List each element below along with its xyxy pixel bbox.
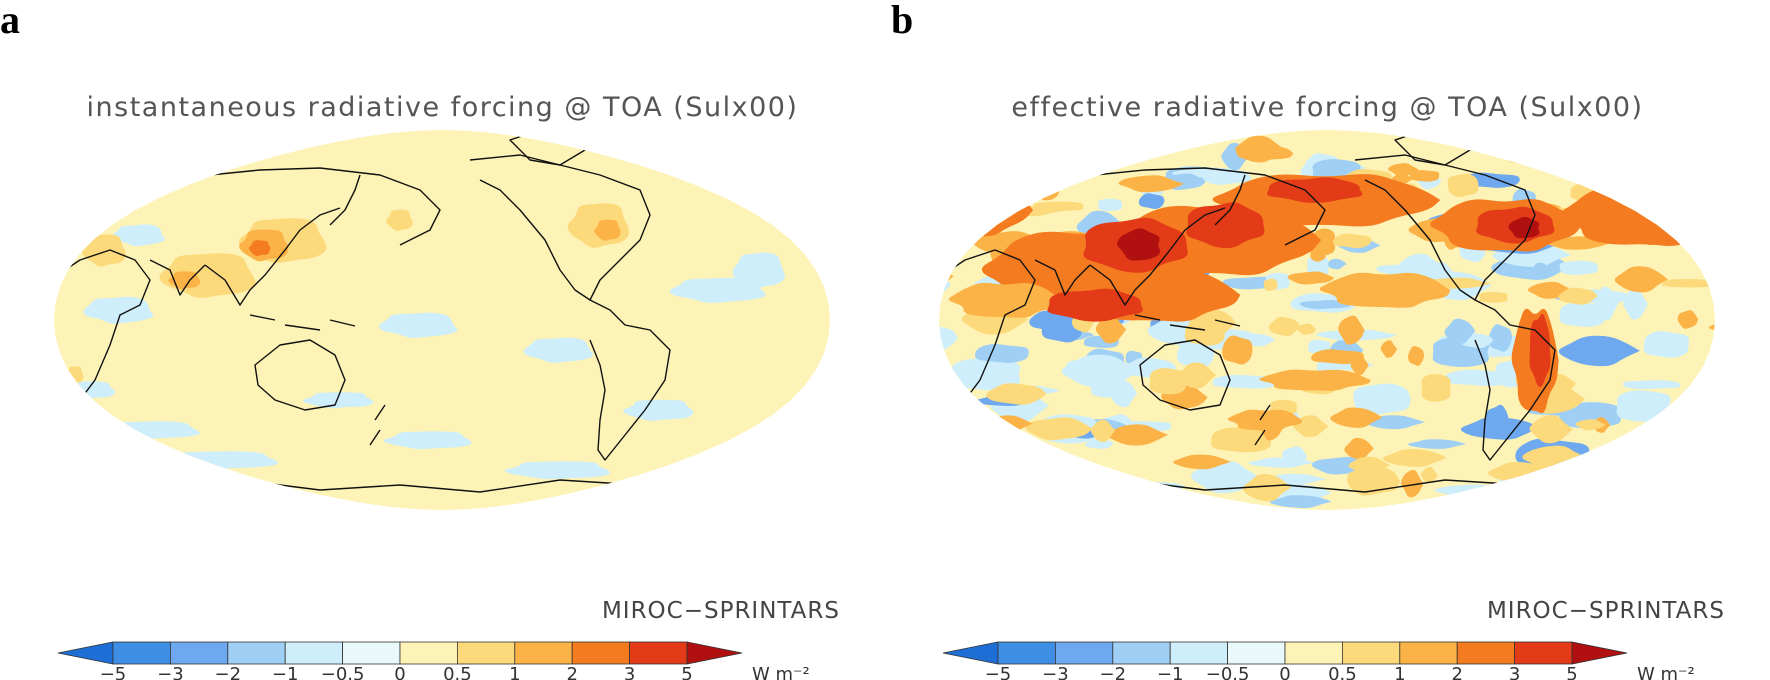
map-title: effective radiative forcing @ TOA (Sulx0… bbox=[1011, 92, 1644, 123]
colorbar-tick-label: 5 bbox=[1566, 664, 1577, 680]
colorbar-tick-label: 3 bbox=[624, 664, 635, 680]
map-field bbox=[939, 130, 1715, 510]
colorbar-extend-low bbox=[57, 641, 114, 665]
colorbar-tick-label: 2 bbox=[1451, 664, 1462, 680]
colorbar-bin bbox=[1284, 641, 1343, 665]
colorbar-bin bbox=[997, 641, 1056, 665]
colorbar-tick-label: −1 bbox=[272, 664, 299, 680]
colorbar-tick-label: 1 bbox=[509, 664, 520, 680]
colorbar-tick-label: −0.5 bbox=[1206, 664, 1250, 680]
panel-a: a instantaneous radiative forcing @ TOA … bbox=[0, 0, 840, 680]
colorbar-tick-label: 1 bbox=[1394, 664, 1405, 680]
colorbar-tick-label: 3 bbox=[1509, 664, 1520, 680]
forcing-map bbox=[54, 130, 830, 510]
colorbar: −5 −3 −2 −1 −0.5 0 0.5 1 2 3 5 W m⁻² bbox=[57, 641, 810, 680]
model-label: MIROC−SPRINTARS bbox=[601, 598, 840, 624]
colorbar-bin bbox=[1227, 641, 1286, 665]
colorbar-tick-label: 0 bbox=[394, 664, 405, 680]
colorbar-tick-label: −5 bbox=[985, 664, 1012, 680]
colorbar-tick-label: −3 bbox=[157, 664, 184, 680]
colorbar-tick-label: −5 bbox=[100, 664, 127, 680]
colorbar-bin bbox=[169, 641, 229, 665]
colorbar-bin bbox=[1341, 641, 1401, 665]
colorbar-bin bbox=[571, 641, 631, 665]
panel-letter: b bbox=[891, 0, 914, 42]
colorbar-tick-label: 0.5 bbox=[1328, 664, 1357, 680]
colorbar-tick-label: −3 bbox=[1042, 664, 1069, 680]
colorbar-tick-label: 5 bbox=[681, 664, 692, 680]
colorbar-tick-label: −1 bbox=[1157, 664, 1184, 680]
colorbar-unit: W m⁻² bbox=[1637, 664, 1695, 680]
colorbar-extend-low bbox=[942, 641, 999, 665]
forcing-map bbox=[939, 130, 1715, 510]
colorbar-bin bbox=[284, 641, 344, 665]
colorbar-tick-label: 0.5 bbox=[443, 664, 472, 680]
panel-b: b effective radiative forcing @ TOA (Sul… bbox=[885, 0, 1770, 680]
colorbar-tick-label: 0 bbox=[1279, 664, 1290, 680]
colorbar-tick-label: 2 bbox=[566, 664, 577, 680]
map-field bbox=[54, 130, 830, 510]
colorbar-extend-high bbox=[686, 641, 743, 665]
panel-letter: a bbox=[0, 0, 20, 42]
colorbar-unit: W m⁻² bbox=[752, 664, 810, 680]
colorbar-bin bbox=[629, 641, 688, 665]
colorbar-tick-label: −2 bbox=[1100, 664, 1127, 680]
colorbar-bin bbox=[1456, 641, 1516, 665]
model-label: MIROC−SPRINTARS bbox=[1486, 598, 1725, 624]
colorbar-bin bbox=[1514, 641, 1573, 665]
colorbar-bin bbox=[227, 641, 286, 665]
colorbar-bin bbox=[1399, 641, 1458, 665]
colorbar-bin bbox=[399, 641, 458, 665]
colorbar-bin bbox=[112, 641, 171, 665]
colorbar-bin bbox=[456, 641, 516, 665]
colorbar-bin bbox=[1169, 641, 1229, 665]
colorbar-tick-label: −2 bbox=[215, 664, 242, 680]
colorbar-bin bbox=[1054, 641, 1114, 665]
map-title: instantaneous radiative forcing @ TOA (S… bbox=[86, 92, 799, 123]
colorbar-bin bbox=[342, 641, 401, 665]
colorbar-tick-label: −0.5 bbox=[321, 664, 365, 680]
colorbar-bin bbox=[514, 641, 573, 665]
colorbar: −5 −3 −2 −1 −0.5 0 0.5 1 2 3 5 W m⁻² bbox=[942, 641, 1695, 680]
colorbar-extend-high bbox=[1571, 641, 1628, 665]
colorbar-bin bbox=[1112, 641, 1171, 665]
